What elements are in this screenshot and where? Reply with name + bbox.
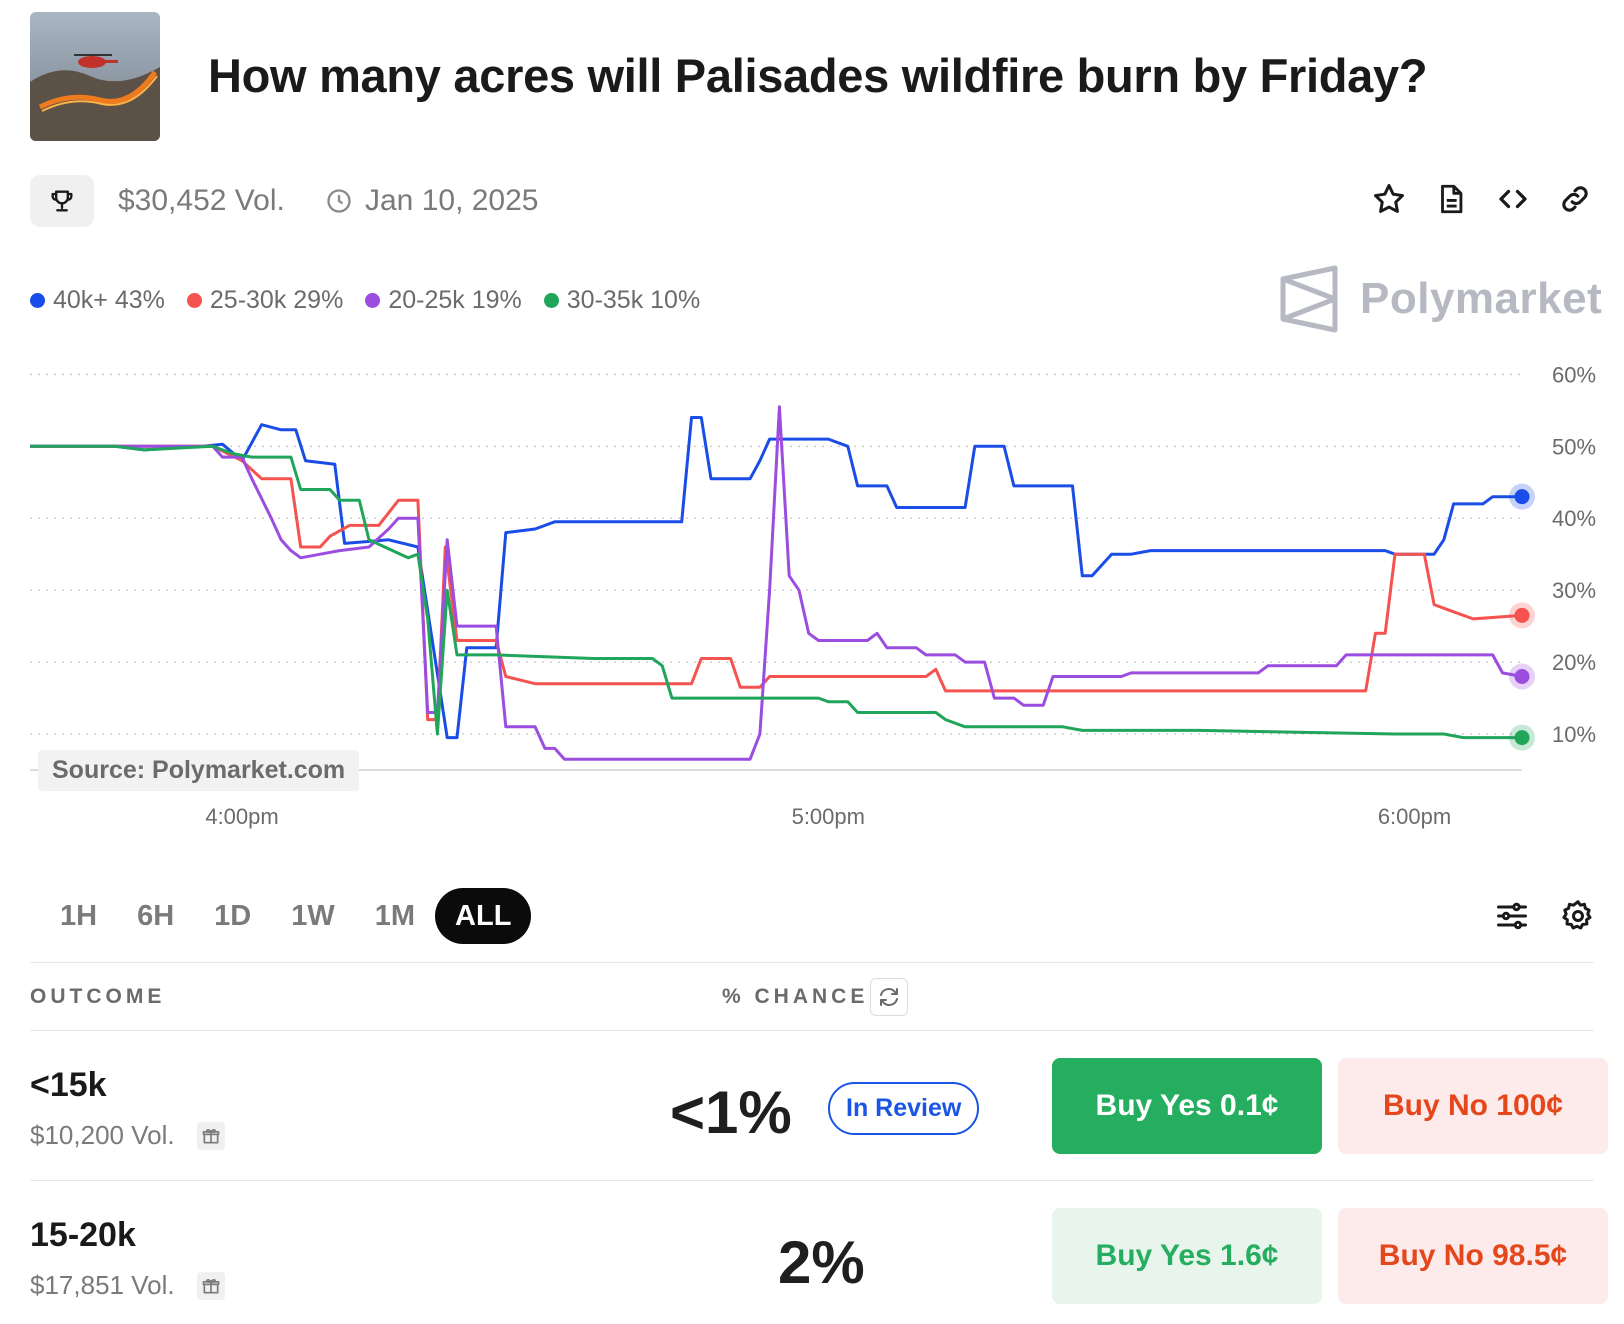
legend-label: 25-30k 29% bbox=[209, 286, 344, 314]
y-tick-label: 40% bbox=[1552, 506, 1596, 531]
market-title: How many acres will Palisades wildfire b… bbox=[208, 49, 1428, 102]
series-endpoint bbox=[1514, 668, 1530, 684]
buy-yes-button[interactable]: Buy Yes 1.6¢ bbox=[1052, 1208, 1322, 1304]
time-range-selector: 1H 6H 1D 1W 1M ALL bbox=[40, 888, 532, 944]
document-icon bbox=[1441, 184, 1463, 214]
range-1h[interactable]: 1H bbox=[60, 899, 98, 932]
market-volume: $30,452 Vol. bbox=[118, 184, 285, 217]
outcome-chance: <1% bbox=[670, 1079, 792, 1146]
outcome-volume: $17,851 Vol. bbox=[30, 1270, 225, 1301]
gift-icon[interactable] bbox=[196, 1271, 225, 1300]
y-tick-label: 60% bbox=[1552, 362, 1596, 387]
end-date-text: Jan 10, 2025 bbox=[365, 184, 539, 217]
legend-label: 30-35k 10% bbox=[566, 286, 701, 314]
market-thumbnail bbox=[30, 12, 160, 141]
series-line bbox=[30, 444, 1522, 740]
chart-tools bbox=[1494, 898, 1596, 939]
chart-settings-button[interactable] bbox=[1560, 898, 1596, 939]
trophy-button[interactable] bbox=[30, 175, 94, 227]
range-1w[interactable]: 1W bbox=[291, 899, 335, 932]
range-all[interactable]: ALL bbox=[435, 888, 532, 944]
series-line bbox=[30, 405, 1523, 761]
legend-label: 40k+ 43% bbox=[53, 286, 165, 314]
legend-dot bbox=[543, 293, 559, 308]
y-tick-label: 30% bbox=[1552, 578, 1596, 603]
clock-icon bbox=[327, 189, 351, 213]
copy-link-button[interactable] bbox=[1556, 180, 1594, 218]
embed-button[interactable] bbox=[1494, 180, 1532, 218]
legend-dot bbox=[30, 293, 45, 308]
series-endpoint bbox=[1514, 730, 1530, 746]
legend-item: 40k+ 43% bbox=[30, 286, 165, 315]
series-endpoint bbox=[1514, 607, 1530, 623]
series-line bbox=[30, 444, 1523, 722]
outcome-volume-text: $10,200 Vol. bbox=[30, 1120, 175, 1150]
x-tick-label: 6:00pm bbox=[1378, 804, 1451, 829]
y-tick-label: 50% bbox=[1552, 434, 1596, 459]
buy-no-button[interactable]: Buy No 100¢ bbox=[1338, 1058, 1608, 1154]
y-tick-label: 10% bbox=[1552, 722, 1596, 747]
y-axis: 10% 20% 30% 40% 50% 60% bbox=[1552, 362, 1596, 747]
rules-button[interactable] bbox=[1432, 180, 1470, 218]
x-tick-label: 5:00pm bbox=[792, 804, 865, 829]
refresh-button[interactable] bbox=[870, 978, 908, 1016]
buy-yes-button[interactable]: Buy Yes 0.1¢ bbox=[1052, 1058, 1322, 1154]
chart-legend: 40k+ 43% 25-30k 29% 20-25k 19% 30-35k 10… bbox=[30, 286, 700, 315]
range-6h[interactable]: 6H bbox=[137, 899, 175, 932]
refresh-icon bbox=[880, 988, 898, 1006]
star-icon bbox=[1374, 184, 1404, 213]
outcome-volume-text: $17,851 Vol. bbox=[30, 1270, 175, 1300]
in-review-badge: In Review bbox=[828, 1082, 980, 1135]
divider bbox=[30, 1030, 1594, 1031]
legend-dot bbox=[186, 293, 202, 308]
price-chart: 10% 20% 30% 40% 50% 60% 4:00pm 5:00pm 6:00pm bbox=[30, 362, 1596, 829]
market-actions bbox=[1370, 180, 1594, 218]
chart-series bbox=[30, 405, 1535, 761]
favorite-button[interactable] bbox=[1370, 180, 1408, 218]
y-tick-label: 20% bbox=[1552, 650, 1596, 675]
polymarket-brand: Polymarket bbox=[1280, 265, 1602, 333]
outcome-name: 15-20k bbox=[30, 1216, 136, 1254]
chart-grid bbox=[30, 373, 1522, 771]
outcome-row[interactable]: 15-20k $17,851 Vol. 2% Buy Yes 1.6¢ Buy … bbox=[0, 1180, 1624, 1324]
outcome-row[interactable]: <15k $10,200 Vol. <1% In Review Buy Yes … bbox=[0, 1030, 1624, 1180]
chart-filter-button[interactable] bbox=[1494, 898, 1530, 939]
link-icon bbox=[1562, 186, 1588, 212]
code-icon bbox=[1499, 189, 1527, 209]
outcome-name: <15k bbox=[30, 1066, 107, 1104]
outcome-volume: $10,200 Vol. bbox=[30, 1120, 225, 1151]
market-end-date: Jan 10, 2025 bbox=[325, 184, 538, 218]
legend-dot bbox=[365, 293, 381, 308]
gift-icon[interactable] bbox=[196, 1121, 225, 1150]
brand-name: Polymarket bbox=[1360, 274, 1603, 323]
gear-icon bbox=[1562, 900, 1592, 930]
x-tick-label: 4:00pm bbox=[205, 804, 278, 829]
divider bbox=[30, 1180, 1594, 1181]
trophy-icon bbox=[51, 190, 73, 212]
series-endpoint bbox=[1514, 489, 1530, 505]
buy-no-button[interactable]: Buy No 98.5¢ bbox=[1338, 1208, 1608, 1304]
polymarket-logo-icon bbox=[1280, 265, 1338, 333]
legend-item: 20-25k 19% bbox=[365, 286, 522, 315]
x-axis: 4:00pm 5:00pm 6:00pm bbox=[205, 804, 1451, 829]
outcome-column-header: OUTCOME bbox=[30, 985, 166, 1008]
range-1d[interactable]: 1D bbox=[214, 899, 252, 932]
legend-item: 25-30k 29% bbox=[186, 286, 344, 315]
chance-column-header: % CHANCE bbox=[722, 985, 869, 1008]
legend-label: 20-25k 19% bbox=[388, 286, 522, 314]
range-1m[interactable]: 1M bbox=[374, 899, 416, 932]
source-label: Source: Polymarket.com bbox=[38, 750, 360, 791]
legend-item: 30-35k 10% bbox=[543, 286, 701, 315]
sliders-icon bbox=[1497, 902, 1527, 930]
outcome-chance: 2% bbox=[778, 1229, 865, 1296]
series-line bbox=[30, 416, 1522, 740]
divider bbox=[30, 962, 1594, 963]
